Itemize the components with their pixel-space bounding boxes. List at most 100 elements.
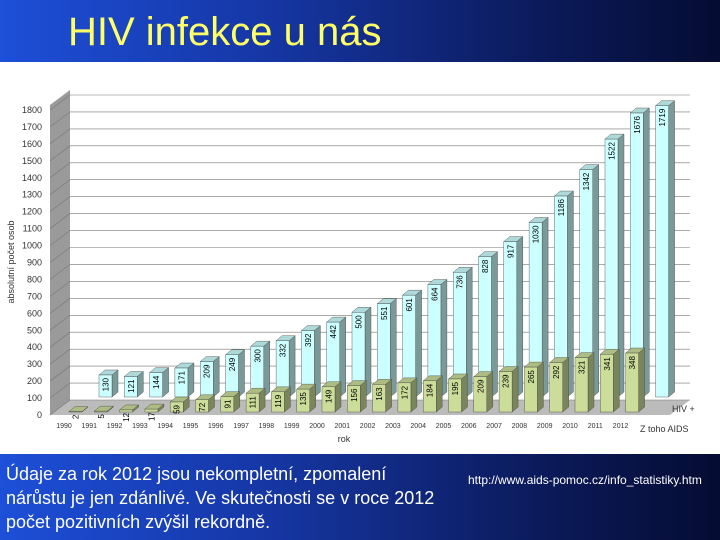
bar-side <box>511 366 519 413</box>
y-tick-label: 1400 <box>22 173 42 183</box>
bar-side <box>587 352 595 413</box>
bar-side <box>668 100 675 398</box>
bar-side <box>537 361 544 413</box>
x-axis-label: rok <box>338 434 351 444</box>
data-label: 135 <box>299 392 308 406</box>
bar <box>98 374 113 398</box>
data-label: 500 <box>355 315 364 329</box>
data-label: 5 <box>97 414 106 419</box>
source-url: http://www.aids-pomoc.cz/info_statistiky… <box>468 473 702 487</box>
bar <box>655 105 669 398</box>
x-tick-label: 2006 <box>461 423 477 430</box>
data-label: 828 <box>481 259 490 273</box>
data-label: 300 <box>253 349 262 363</box>
y-tick-label: 500 <box>27 325 42 335</box>
x-tick-label: 1996 <box>208 423 224 430</box>
grid-line <box>49 196 690 212</box>
data-label: 209 <box>476 379 485 393</box>
x-tick-label: 2010 <box>562 423 578 430</box>
data-label: 917 <box>506 244 515 258</box>
data-label: 1030 <box>532 225 541 243</box>
y-tick-label: 700 <box>27 291 42 301</box>
y-tick-label: 1300 <box>22 190 42 200</box>
data-label: 209 <box>203 364 212 378</box>
bar <box>600 354 614 413</box>
x-tick-label: 2005 <box>436 423 452 430</box>
bar <box>169 401 184 413</box>
bar <box>296 388 310 413</box>
bar <box>220 396 235 413</box>
x-tick-label: 2003 <box>385 423 401 430</box>
x-tick-label: 2000 <box>309 423 325 430</box>
x-tick-label: 2001 <box>335 423 351 430</box>
bar <box>473 376 487 413</box>
data-label: 332 <box>279 343 288 357</box>
bar <box>625 352 639 413</box>
y-tick-label: 1600 <box>22 139 42 149</box>
x-tick-label: 1993 <box>132 423 148 430</box>
data-label: 1186 <box>557 198 566 216</box>
data-label: 292 <box>552 365 561 379</box>
bar <box>149 372 163 398</box>
y-tick-label: 1500 <box>22 156 42 166</box>
y-tick-label: 1000 <box>22 241 42 251</box>
x-tick-label: 2002 <box>360 423 376 430</box>
data-label: 59 <box>173 404 182 413</box>
legend-label: Z toho AIDS <box>640 424 689 434</box>
data-label: 1676 <box>633 115 642 133</box>
bar <box>397 382 412 413</box>
x-tick-label: 2011 <box>588 423 603 430</box>
chart-area: absolutní počet osob rok 0 100 200 300 400 50… <box>0 62 720 454</box>
bar-side <box>334 381 342 413</box>
y-tick-label: 1700 <box>22 122 42 132</box>
y-axis-label: absolutní počet osob <box>6 220 16 303</box>
y-tick-label: 1100 <box>23 224 42 234</box>
bar <box>423 380 437 413</box>
data-label: 1719 <box>658 108 667 126</box>
bar <box>119 409 133 413</box>
bar-side <box>212 356 220 398</box>
data-label: 551 <box>380 306 389 320</box>
bar-side <box>385 378 392 413</box>
note: Údaje za rok 2012 jsou nekompletní, zpom… <box>6 464 435 532</box>
x-tick-label: 2012 <box>613 423 629 430</box>
grid-line <box>49 230 690 246</box>
data-label: 736 <box>456 275 465 289</box>
data-label: 664 <box>430 287 439 301</box>
bar-side <box>187 362 195 398</box>
data-label: 601 <box>405 298 414 312</box>
y-tick-label: 800 <box>27 274 42 284</box>
data-label: 195 <box>451 381 460 395</box>
grid-line <box>49 128 690 145</box>
data-label: 119 <box>274 394 283 407</box>
y-tick-label: 300 <box>27 359 42 369</box>
data-label: 321 <box>578 360 587 374</box>
data-label: 163 <box>375 387 384 401</box>
data-label: 1342 <box>582 172 591 190</box>
bar-side <box>486 371 493 413</box>
bar <box>498 371 513 413</box>
legend-label: HIV + <box>672 404 695 414</box>
data-label: 156 <box>350 388 359 402</box>
y-tick-label: 100 <box>27 393 42 403</box>
bar <box>372 384 386 413</box>
x-tick-label: 1992 <box>107 423 123 430</box>
bar-side <box>613 348 620 413</box>
grid-line <box>49 145 690 162</box>
x-tick-label: 1991 <box>82 423 98 430</box>
data-label: 72 <box>198 402 207 411</box>
slide-title: HIV infekce u nás <box>68 10 382 54</box>
chart: absolutní počet osob rok 0 100 200 300 400 50… <box>6 90 695 444</box>
y-tick-label: 900 <box>27 258 42 268</box>
bar-side <box>562 357 569 413</box>
data-label: 341 <box>603 357 612 371</box>
bar <box>549 362 563 413</box>
data-label: 171 <box>177 370 186 384</box>
x-tick-label: 1999 <box>284 423 300 430</box>
bar <box>245 392 260 413</box>
bar <box>195 399 209 413</box>
bar <box>124 376 138 398</box>
data-label: 265 <box>527 370 536 384</box>
data-label: 12 <box>122 412 131 421</box>
